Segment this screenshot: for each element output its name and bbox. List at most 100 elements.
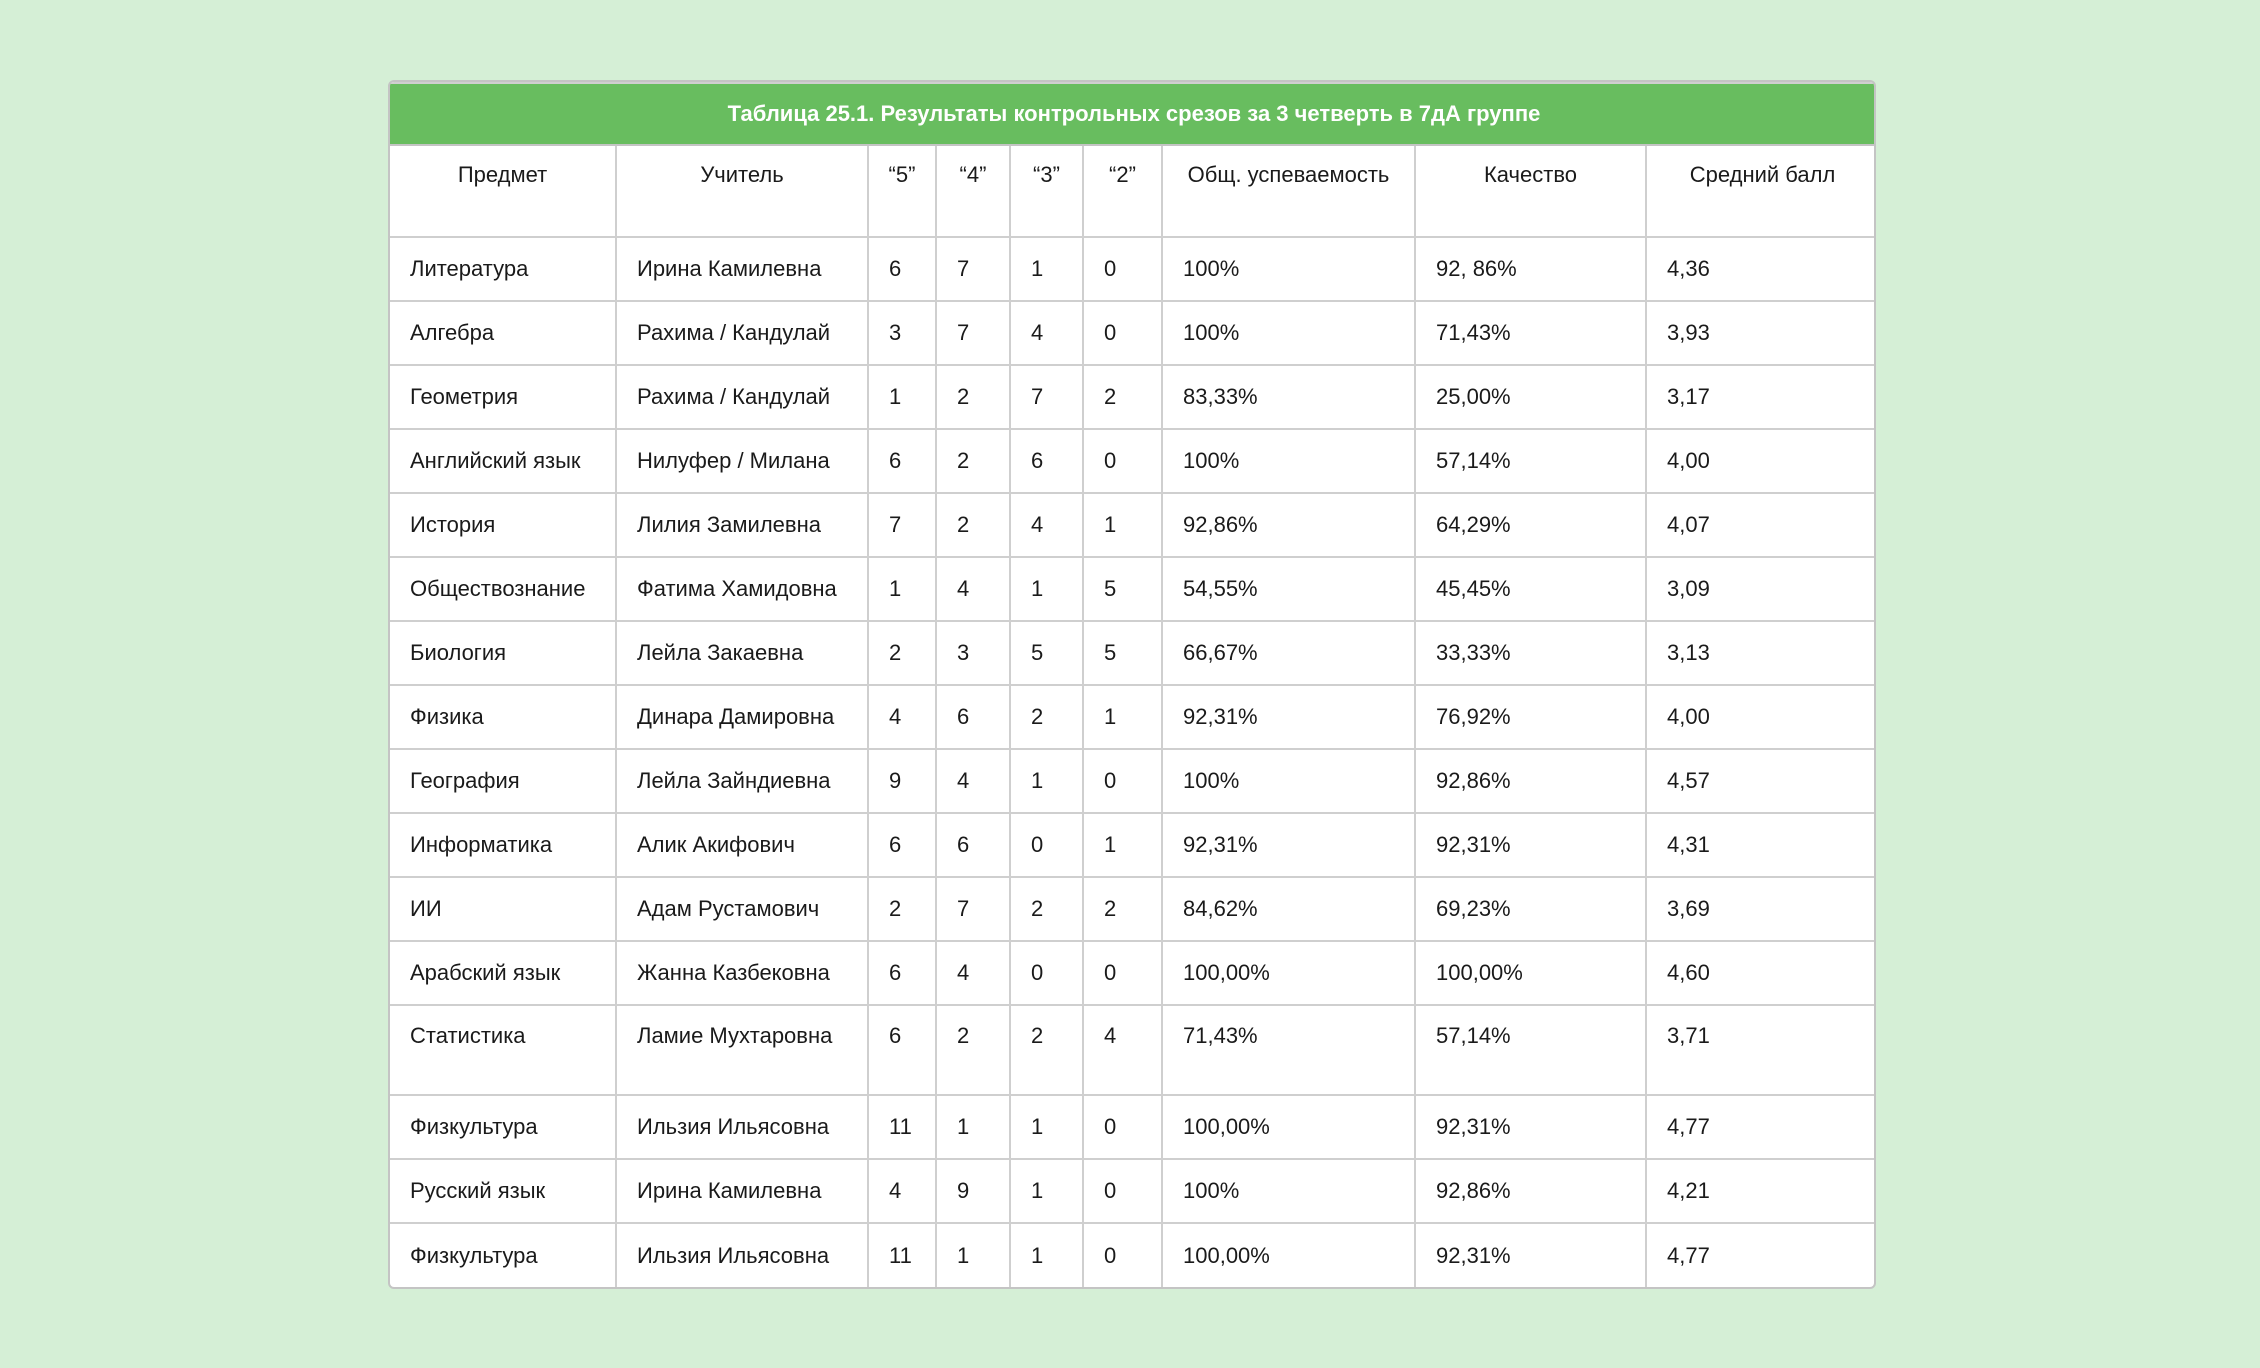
table-row: Физкультура Ильзия Ильясовна 11 1 1 0 100,00% 9… <box>390 1222 1874 1287</box>
cell-average-score: 3,69 <box>1644 876 1874 942</box>
cell-grade-5: 11 <box>867 1094 937 1160</box>
cell-overall-progress: 100,00% <box>1161 1222 1416 1287</box>
cell-quality: 92,86% <box>1414 1158 1647 1224</box>
cell-overall-progress: 100% <box>1161 748 1416 814</box>
cell-grade-5: 4 <box>867 1158 937 1224</box>
cell-subject: Физика <box>390 684 617 750</box>
cell-subject: Русский язык <box>390 1158 617 1224</box>
cell-overall-progress: 92,31% <box>1161 812 1416 878</box>
cell-teacher: Лилия Замилевна <box>615 492 869 558</box>
cell-grade-2: 1 <box>1082 684 1163 750</box>
cell-grade-5: 2 <box>867 620 937 686</box>
cell-teacher: Ильзия Ильясовна <box>615 1222 869 1287</box>
cell-grade-2: 0 <box>1082 428 1163 494</box>
header-quality: Качество <box>1414 145 1647 238</box>
cell-grade-4: 6 <box>935 812 1011 878</box>
table-row: Английский язык Нилуфер / Милана 6 2 6 0 100% 5… <box>390 428 1874 494</box>
cell-grade-2: 2 <box>1082 364 1163 430</box>
cell-teacher: Нилуфер / Милана <box>615 428 869 494</box>
header-grade-2: “2” <box>1082 145 1163 238</box>
cell-grade-4: 2 <box>935 428 1011 494</box>
cell-teacher: Ирина Камилевна <box>615 236 869 302</box>
cell-grade-3: 5 <box>1009 620 1084 686</box>
cell-quality: 33,33% <box>1414 620 1647 686</box>
cell-overall-progress: 100% <box>1161 428 1416 494</box>
cell-grade-4: 2 <box>935 1004 1011 1096</box>
cell-grade-2: 0 <box>1082 300 1163 366</box>
cell-average-score: 4,21 <box>1644 1158 1874 1224</box>
table-row: Алгебра Рахима / Кандулай 3 7 4 0 100% 71,43% 3,… <box>390 300 1874 366</box>
cell-average-score: 4,31 <box>1644 812 1874 878</box>
cell-teacher: Лейла Закаевна <box>615 620 869 686</box>
cell-overall-progress: 100% <box>1161 236 1416 302</box>
cell-overall-progress: 92,86% <box>1161 492 1416 558</box>
cell-grade-5: 11 <box>867 1222 937 1287</box>
cell-quality: 92,86% <box>1414 748 1647 814</box>
cell-grade-5: 6 <box>867 236 937 302</box>
cell-grade-5: 6 <box>867 940 937 1006</box>
cell-grade-3: 1 <box>1009 1158 1084 1224</box>
table-row: История Лилия Замилевна 7 2 4 1 92,86% 64,29% 4,… <box>390 492 1874 558</box>
header-grade-4: “4” <box>935 145 1011 238</box>
cell-grade-2: 0 <box>1082 1158 1163 1224</box>
cell-grade-4: 2 <box>935 492 1011 558</box>
cell-average-score: 3,13 <box>1644 620 1874 686</box>
cell-grade-3: 2 <box>1009 684 1084 750</box>
cell-teacher: Фатима Хамидовна <box>615 556 869 622</box>
cell-grade-3: 1 <box>1009 236 1084 302</box>
cell-grade-4: 7 <box>935 876 1011 942</box>
cell-teacher: Жанна Казбековна <box>615 940 869 1006</box>
cell-teacher: Рахима / Кандулай <box>615 300 869 366</box>
header-average-score: Средний балл <box>1644 145 1874 238</box>
table-row: Информатика Алик Акифович 6 6 0 1 92,31% 92,31%… <box>390 812 1874 878</box>
cell-grade-3: 1 <box>1009 748 1084 814</box>
cell-grade-4: 1 <box>935 1222 1011 1287</box>
cell-grade-5: 6 <box>867 428 937 494</box>
cell-grade-5: 1 <box>867 364 937 430</box>
table-row: Арабский язык Жанна Казбековна 6 4 0 0 100,00%… <box>390 940 1874 1006</box>
cell-grade-3: 2 <box>1009 876 1084 942</box>
cell-subject: Статистика <box>390 1004 617 1096</box>
cell-teacher: Ильзия Ильясовна <box>615 1094 869 1160</box>
table-title: Таблица 25.1. Результаты контрольных сре… <box>390 82 1874 146</box>
cell-teacher: Рахима / Кандулай <box>615 364 869 430</box>
cell-quality: 71,43% <box>1414 300 1647 366</box>
cell-grade-4: 7 <box>935 300 1011 366</box>
cell-grade-2: 4 <box>1082 1004 1163 1096</box>
cell-grade-4: 1 <box>935 1094 1011 1160</box>
cell-grade-2: 0 <box>1082 1222 1163 1287</box>
cell-overall-progress: 100% <box>1161 1158 1416 1224</box>
cell-grade-5: 6 <box>867 1004 937 1096</box>
cell-subject: Алгебра <box>390 300 617 366</box>
cell-subject: Физкультура <box>390 1222 617 1287</box>
cell-grade-2: 0 <box>1082 940 1163 1006</box>
cell-subject: Литература <box>390 236 617 302</box>
cell-grade-2: 5 <box>1082 620 1163 686</box>
cell-grade-4: 3 <box>935 620 1011 686</box>
cell-quality: 100,00% <box>1414 940 1647 1006</box>
cell-average-score: 3,71 <box>1644 1004 1874 1096</box>
cell-teacher: Ирина Камилевна <box>615 1158 869 1224</box>
cell-grade-5: 3 <box>867 300 937 366</box>
cell-grade-2: 0 <box>1082 236 1163 302</box>
cell-grade-4: 7 <box>935 236 1011 302</box>
table-head: Таблица 25.1. Результаты контрольных сре… <box>390 82 1874 238</box>
cell-grade-5: 9 <box>867 748 937 814</box>
header-teacher: Учитель <box>615 145 869 238</box>
cell-grade-3: 1 <box>1009 1222 1084 1287</box>
cell-grade-5: 2 <box>867 876 937 942</box>
cell-quality: 76,92% <box>1414 684 1647 750</box>
cell-average-score: 3,17 <box>1644 364 1874 430</box>
cell-quality: 25,00% <box>1414 364 1647 430</box>
column-header-row: Предмет Учитель “5” “4” “3” “2” Общ. успеваемо… <box>390 145 1874 238</box>
table-row: Обществознание Фатима Хамидовна 1 4 1 5 54,55%… <box>390 556 1874 622</box>
cell-grade-2: 0 <box>1082 1094 1163 1160</box>
cell-grade-2: 5 <box>1082 556 1163 622</box>
cell-quality: 64,29% <box>1414 492 1647 558</box>
cell-grade-3: 1 <box>1009 556 1084 622</box>
cell-average-score: 4,00 <box>1644 684 1874 750</box>
table-body: Литература Ирина Камилевна 6 7 1 0 100% 92, 86%… <box>390 236 1874 1287</box>
cell-teacher: Динара Дамировна <box>615 684 869 750</box>
cell-grade-5: 4 <box>867 684 937 750</box>
cell-overall-progress: 100% <box>1161 300 1416 366</box>
